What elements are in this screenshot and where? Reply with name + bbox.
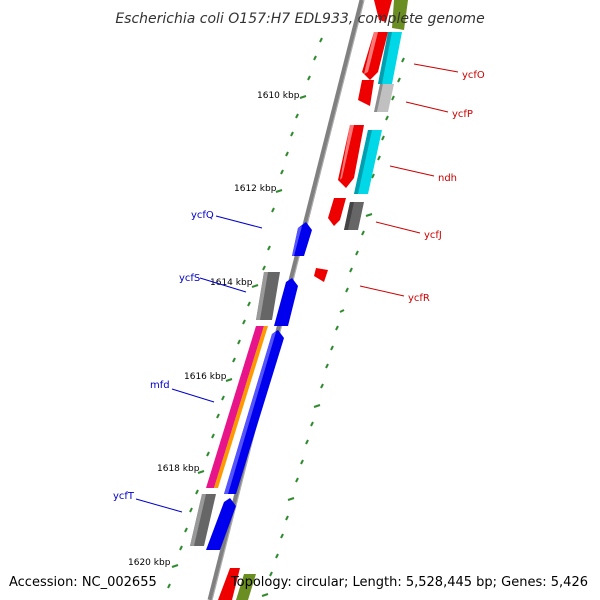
feature-ycfJ-gray-side <box>344 202 354 230</box>
gene-ycfS[interactable] <box>274 278 298 326</box>
feature-magenta-mfd[interactable] <box>206 326 264 488</box>
gene-mfd-side <box>224 332 276 494</box>
gene-ndh-side <box>340 125 354 180</box>
feature-ycfS-gray-side <box>256 272 268 320</box>
gene-ycfQ[interactable] <box>292 222 312 256</box>
gene-ycfR[interactable] <box>314 268 328 282</box>
accession-text: Accession: NC_002655 <box>9 575 157 590</box>
feature-orange-mfd[interactable] <box>214 326 268 488</box>
tick-track-right <box>261 57 405 597</box>
gene-ycfJ[interactable] <box>328 198 346 226</box>
map-title: Escherichia coli O157:H7 EDL933, complet… <box>115 11 484 27</box>
gene-label-ycfS[interactable]: ycfS <box>179 273 200 284</box>
tick-label: 1620 kbp <box>128 558 171 568</box>
feature-ycfT-gray-side <box>190 494 206 546</box>
feature-cyan-ndh-side <box>354 130 372 194</box>
feature-ycfP-gray-side <box>374 84 383 112</box>
tick-label: 1612 kbp <box>234 184 277 194</box>
feature-cyan-ycfO-side <box>378 32 392 84</box>
tick-track-left <box>167 37 323 589</box>
gene-ycfP-arrow[interactable] <box>358 80 374 106</box>
gene-label-ycfP[interactable]: ycfP <box>452 109 473 120</box>
feature-olive-top <box>392 0 408 30</box>
gene-label-ycfQ[interactable]: ycfQ <box>191 210 214 221</box>
gene-label-mfd[interactable]: mfd <box>150 380 170 391</box>
tick-label: 1616 kbp <box>184 372 227 382</box>
gene-label-ycfO[interactable]: ycfO <box>462 70 485 81</box>
gene-ndh[interactable] <box>338 125 364 188</box>
gene-ycfQ-side <box>292 226 302 256</box>
leader-lines-right <box>359 63 459 297</box>
gene-ycfT[interactable] <box>206 498 236 550</box>
feature-ycfO-shadow <box>364 32 378 74</box>
gene-label-ndh[interactable]: ndh <box>438 173 457 184</box>
gene-label-ycfT[interactable]: ycfT <box>113 491 135 502</box>
gene-bottom-red <box>218 568 240 600</box>
tick-label: 1618 kbp <box>157 464 200 474</box>
leader-lines-left <box>135 215 263 513</box>
gene-arrow-reverse <box>374 0 392 22</box>
tick-label: 1610 kbp <box>257 91 300 101</box>
gene-label-ycfJ[interactable]: ycfJ <box>424 230 442 241</box>
gene-label-ycfR[interactable]: ycfR <box>408 293 430 304</box>
genome-summary-text: Topology: circular; Length: 5,528,445 bp… <box>230 575 588 590</box>
tick-label: 1614 kbp <box>210 278 253 288</box>
feature-olive-bottom <box>236 574 256 600</box>
feature-top-cluster <box>374 0 408 30</box>
